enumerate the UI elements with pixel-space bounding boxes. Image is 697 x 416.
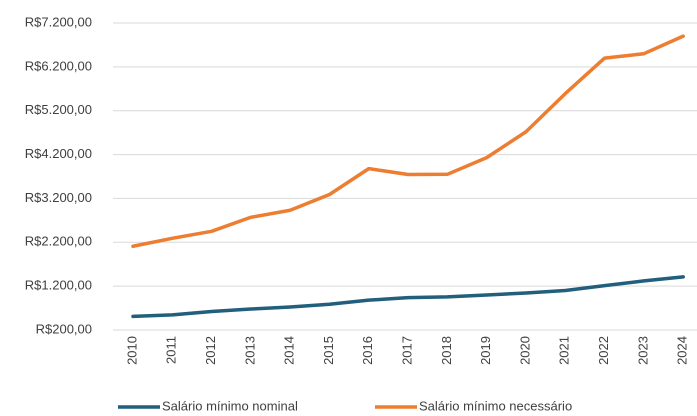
x-tick-label: 2012 [203, 336, 218, 365]
x-tick-label: 2022 [596, 336, 611, 365]
y-tick-label: R$5.200,00 [25, 102, 92, 117]
x-tick-label: 2016 [360, 336, 375, 365]
y-tick-label: R$1.200,00 [25, 278, 92, 293]
legend-label: Salário mínimo nominal [162, 398, 298, 413]
x-tick-label: 2013 [242, 336, 257, 365]
data-line [131, 275, 685, 319]
legend-label: Salário mínimo necessário [419, 398, 572, 413]
x-tick-label: 2015 [321, 336, 336, 365]
y-tick-label: R$6.200,00 [25, 58, 92, 73]
x-tick-label: 2011 [164, 336, 179, 364]
x-tick-label: 2010 [124, 336, 139, 365]
x-tick-label: 2018 [439, 336, 454, 365]
y-tick-label: R$2.200,00 [25, 234, 92, 249]
x-tick-label: 2024 [675, 336, 690, 365]
x-tick-label: 2023 [635, 336, 650, 365]
y-tick-label: R$4.200,00 [25, 146, 92, 161]
x-tick-label: 2014 [282, 336, 297, 365]
data-line [131, 34, 685, 248]
y-tick-label: R$7.200,00 [25, 14, 92, 29]
x-tick-label: 2017 [400, 336, 415, 365]
x-tick-label: 2019 [478, 336, 493, 365]
x-tick-label: 2020 [517, 336, 532, 365]
y-tick-label: R$3.200,00 [25, 190, 92, 205]
x-tick-label: 2021 [557, 336, 572, 365]
y-tick-label: R$200,00 [36, 321, 92, 336]
